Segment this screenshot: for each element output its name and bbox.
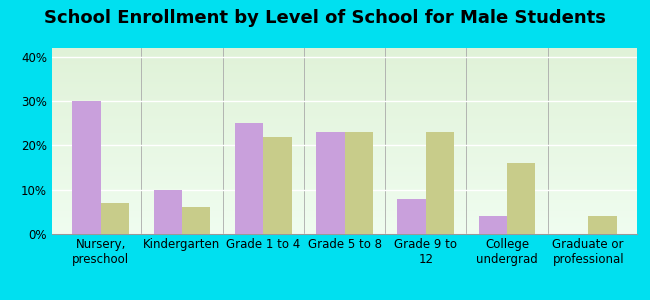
Bar	[588, 216, 617, 234]
Bar	[478, 216, 507, 234]
Bar	[235, 123, 263, 234]
Bar	[316, 132, 344, 234]
Bar	[263, 136, 292, 234]
Bar	[397, 199, 426, 234]
Bar	[72, 101, 101, 234]
Bar	[101, 203, 129, 234]
Bar	[507, 163, 536, 234]
Bar	[426, 132, 454, 234]
Text: School Enrollment by Level of School for Male Students: School Enrollment by Level of School for…	[44, 9, 606, 27]
Bar	[153, 190, 182, 234]
Bar	[344, 132, 373, 234]
Bar	[182, 207, 211, 234]
